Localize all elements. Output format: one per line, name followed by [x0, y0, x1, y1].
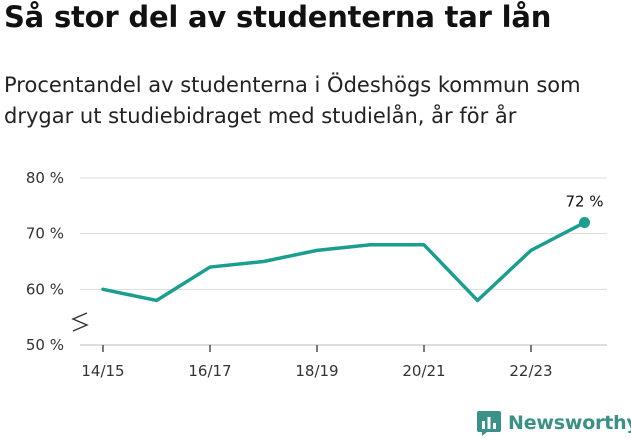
x-tick-label-18/19: 18/19 [295, 362, 338, 380]
x-tick-label-22/23: 22/23 [509, 362, 552, 380]
brand-logo[interactable]: Newsworthy [476, 408, 631, 438]
x-tick-label-14/15: 14/15 [81, 362, 124, 380]
brand-name: Newsworthy [508, 412, 631, 434]
data-labels: 72 % [565, 193, 603, 211]
x-axis: 14/15 16/17 18/19 20/21 22/23 [81, 345, 553, 380]
gridlines [80, 177, 607, 346]
end-value-label: 72 % [565, 193, 603, 211]
newsworthy-logo-icon [477, 411, 501, 436]
y-tick-label-60: 60 % [26, 280, 64, 298]
chart-subtitle: Procentandel av studenterna i Ödeshögs k… [4, 73, 581, 128]
x-tick-label-20/21: 20/21 [402, 362, 445, 380]
x-tick-label-16/17: 16/17 [188, 362, 231, 380]
y-tick-label-50: 50 % [26, 336, 64, 354]
end-point-marker [579, 217, 590, 229]
axis-break-icon [71, 312, 89, 332]
y-tick-label-70: 70 % [26, 225, 64, 243]
axis-break-zigzag [71, 312, 89, 332]
y-axis-ticks: 50 % 60 % 70 % 80 % [26, 169, 64, 354]
chart-title: Så stor del av studenterna tar lån [4, 0, 552, 34]
series-polyline [101, 220, 587, 303]
y-tick-label-80: 80 % [26, 169, 64, 187]
series-line [101, 217, 590, 303]
